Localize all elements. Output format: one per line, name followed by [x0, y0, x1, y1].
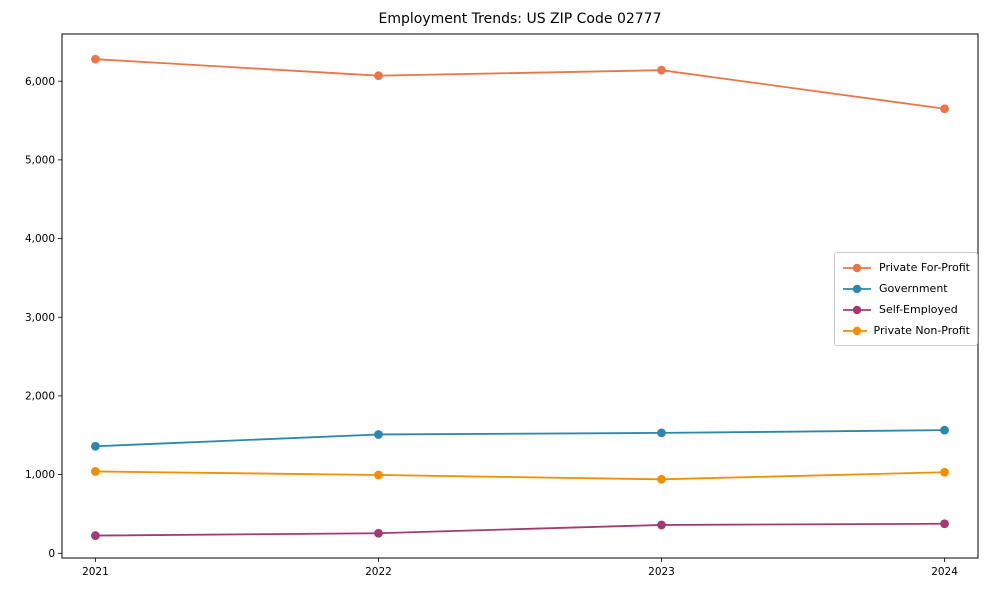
y-axis-tick-label: 1,000: [25, 469, 55, 481]
data-point-private-for-profit-2021: [91, 54, 100, 64]
data-point-private-non-profit-2021: [91, 467, 100, 476]
data-point-private-non-profit-2023: [657, 474, 666, 484]
legend-item-self-employed: Self-Employed: [842, 301, 970, 318]
legend-dot: [852, 326, 862, 335]
data-point-self-employed-2021: [91, 531, 100, 540]
x-axis-tick-label: 2024: [931, 566, 958, 578]
data-point-government-2021: [91, 441, 100, 451]
data-point-private-for-profit-2024: [940, 104, 949, 114]
legend: Private For-Profit Government Self-Employe…: [834, 252, 978, 346]
legend-label: Self-Employed: [879, 303, 958, 316]
legend-marker-icon: [843, 305, 871, 314]
legend-item-government: Government: [842, 280, 970, 297]
data-point-private-for-profit-2022: [374, 71, 383, 81]
y-axis-tick-label: 3,000: [25, 312, 55, 324]
data-point-private-non-profit-2022: [374, 470, 383, 480]
legend-dot: [852, 284, 862, 293]
x-axis-tick-label: 2021: [82, 566, 109, 578]
data-point-private-non-profit-2024: [940, 467, 949, 477]
legend-item-private-non-profit: Private Non-Profit: [842, 322, 970, 339]
data-point-private-for-profit-2023: [657, 65, 666, 75]
y-axis-tick-label: 2,000: [25, 391, 55, 403]
data-point-government-2022: [374, 430, 383, 439]
series-line-government: [95, 429, 945, 448]
legend-item-private-for-profit: Private For-Profit: [842, 259, 970, 276]
series-line-self-employed: [95, 522, 945, 537]
legend-label: Private Non-Profit: [873, 324, 970, 337]
legend-marker-icon: [843, 284, 871, 293]
y-axis-tick-label: 5,000: [25, 154, 55, 166]
legend-marker-icon: [843, 263, 871, 272]
legend-dot: [852, 263, 862, 272]
data-point-government-2023: [657, 428, 666, 438]
series-line-private-for-profit: [95, 58, 945, 110]
y-axis-tick-label: 0: [48, 548, 55, 560]
y-axis-tick-label: 6,000: [25, 76, 55, 88]
legend-label: Government: [879, 282, 948, 295]
data-point-government-2024: [940, 425, 949, 435]
x-axis-tick-label: 2022: [365, 566, 392, 578]
data-point-self-employed-2024: [940, 519, 949, 529]
series-line-private-non-profit: [95, 470, 945, 481]
legend-marker-icon: [843, 326, 867, 335]
chart-title: Employment Trends: US ZIP Code 02777: [378, 11, 662, 27]
plot-border: [61, 33, 979, 559]
legend-dot: [852, 305, 862, 314]
data-point-self-employed-2022: [374, 528, 383, 538]
y-axis-tick-label: 4,000: [25, 233, 55, 245]
legend-label: Private For-Profit: [879, 261, 970, 274]
x-axis-tick-label: 2023: [648, 566, 675, 578]
data-point-self-employed-2023: [657, 520, 666, 530]
